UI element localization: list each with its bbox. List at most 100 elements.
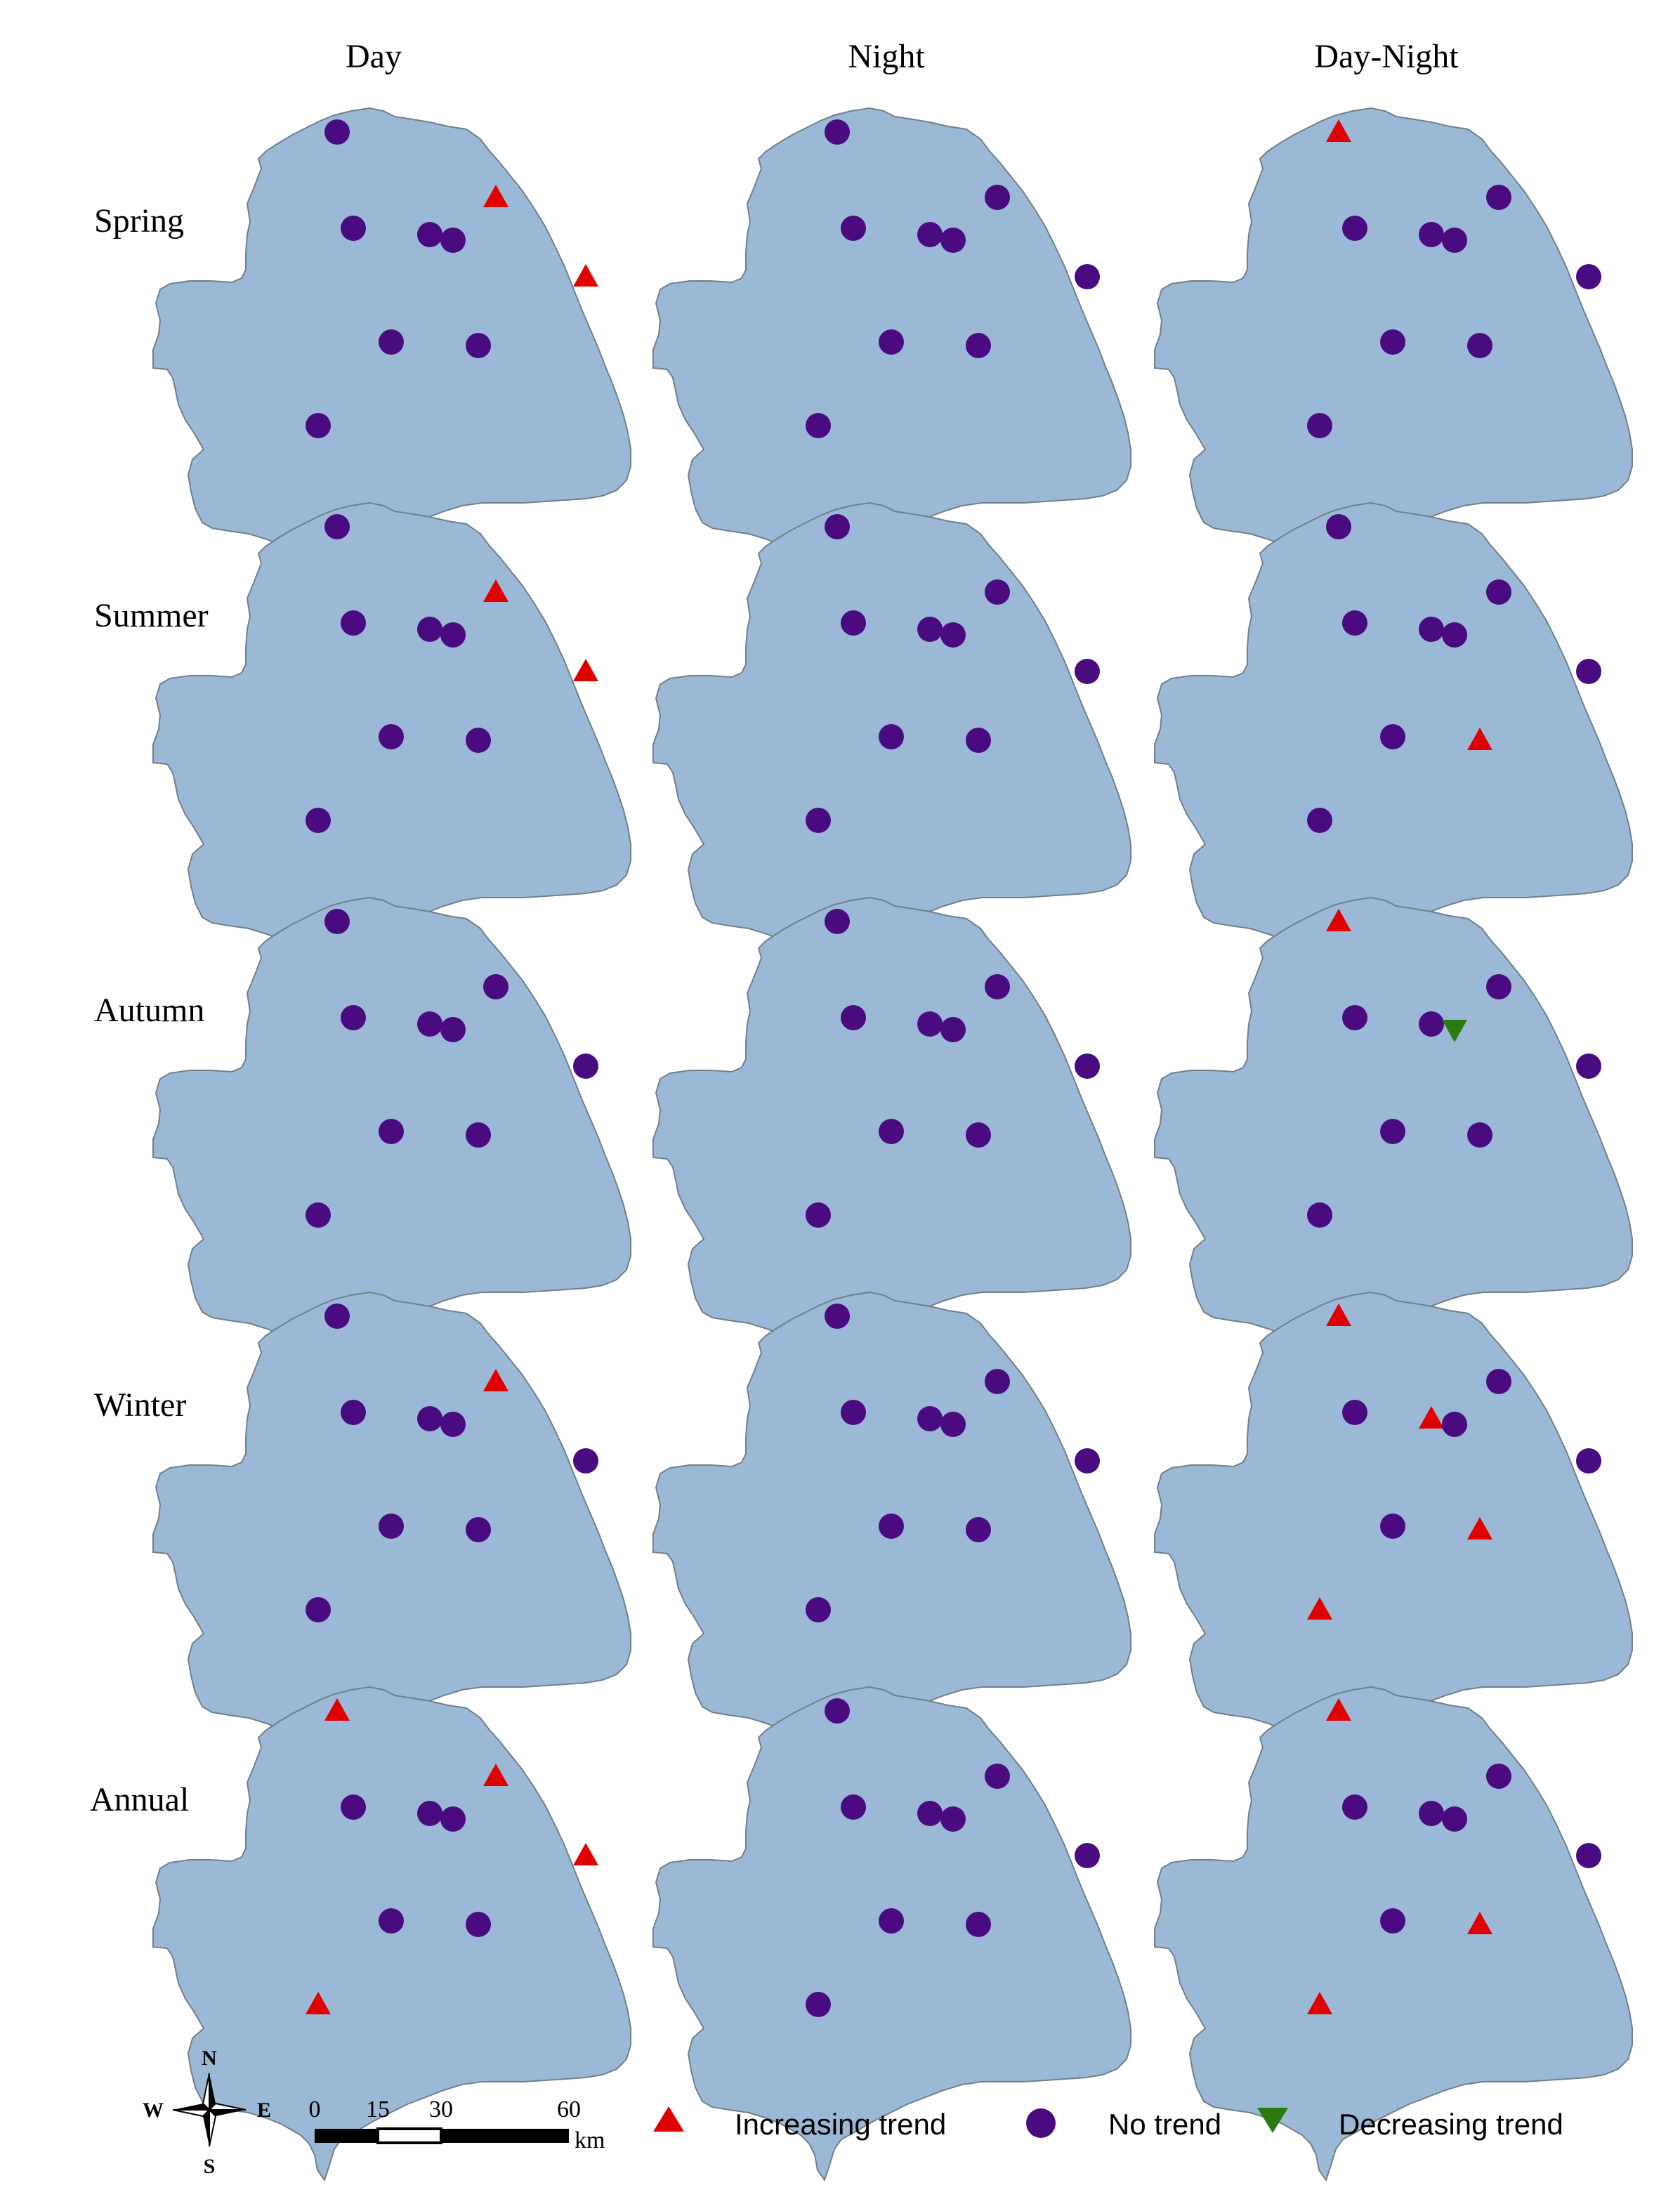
map-panel-winter-day <box>152 1291 631 1787</box>
no-trend-marker <box>985 1764 1010 1789</box>
legend: Increasing trend No trend Decreasing tre… <box>653 2106 1563 2141</box>
no-trend-marker <box>806 1202 831 1228</box>
increasing-trend-marker <box>483 185 508 207</box>
column-header-night: Night <box>848 38 925 75</box>
no-trend-marker <box>879 724 904 749</box>
no-trend-marker <box>1380 329 1405 355</box>
no-trend-marker <box>324 119 350 145</box>
no-trend-marker <box>879 1514 904 1539</box>
no-trend-marker <box>841 1400 866 1425</box>
increasing-trend-marker <box>573 264 598 287</box>
no-trend-marker <box>940 1017 966 1042</box>
no-trend-marker <box>1075 1448 1100 1474</box>
no-trend-marker <box>825 514 850 539</box>
compass-s-label: S <box>204 2155 216 2178</box>
scale-unit: km <box>575 2127 605 2153</box>
no-trend-marker <box>1380 1514 1405 1539</box>
no-trend-marker <box>466 1122 491 1148</box>
no-trend-marker <box>966 1912 991 1937</box>
region-shape <box>1154 1686 1633 2182</box>
legend-increasing-label: Increasing trend <box>735 2108 946 2141</box>
no-trend-marker <box>917 222 943 247</box>
no-trend-marker <box>417 617 442 642</box>
no-trend-marker <box>1442 1806 1467 1832</box>
no-trend-marker <box>985 974 1010 999</box>
compass-e-label: E <box>257 2099 271 2122</box>
map-panel-annual-day <box>152 1686 631 2182</box>
no-trend-marker <box>917 1801 943 1826</box>
scale-label-30: 30 <box>429 2096 453 2122</box>
no-trend-marker <box>341 1005 366 1030</box>
no-trend-marker <box>940 1806 966 1832</box>
no-trend-marker <box>379 1119 404 1144</box>
map-panel-autumn-day-night <box>1154 896 1633 1393</box>
no-trend-marker <box>1380 1908 1405 1934</box>
no-trend-marker <box>1075 264 1100 289</box>
no-trend-marker <box>379 329 404 355</box>
increasing-trend-marker <box>1467 728 1492 750</box>
no-trend-marker <box>440 622 466 648</box>
increasing-trend-marker <box>1326 1698 1351 1721</box>
no-trend-marker <box>1442 1412 1467 1437</box>
no-trend-marker <box>940 228 966 253</box>
no-trend-marker <box>966 1517 991 1542</box>
no-trend-marker <box>483 974 508 999</box>
no-trend-icon <box>1026 2108 1056 2138</box>
no-trend-marker <box>306 808 331 833</box>
no-trend-marker <box>825 909 850 934</box>
no-trend-marker <box>1467 1122 1492 1148</box>
no-trend-marker <box>1442 622 1467 648</box>
row-label-spring: Spring <box>94 202 184 239</box>
legend-decreasing-label: Decreasing trend <box>1339 2108 1563 2141</box>
increasing-trend-marker <box>1326 1304 1351 1326</box>
no-trend-marker <box>1075 659 1100 684</box>
no-trend-marker <box>1419 617 1444 642</box>
increasing-trend-marker <box>483 1764 508 1786</box>
no-trend-marker <box>440 1017 466 1042</box>
no-trend-marker <box>841 1005 866 1030</box>
map-panel-autumn-night <box>652 896 1131 1393</box>
no-trend-marker <box>417 1406 442 1431</box>
no-trend-marker <box>341 216 366 241</box>
no-trend-marker <box>1326 514 1351 539</box>
no-trend-marker <box>806 1597 831 1622</box>
no-trend-marker <box>1576 1448 1601 1474</box>
no-trend-marker <box>379 1908 404 1934</box>
no-trend-marker <box>466 1517 491 1542</box>
no-trend-marker <box>806 1992 831 2017</box>
no-trend-marker <box>417 1011 442 1037</box>
no-trend-marker <box>440 1806 466 1832</box>
increasing-trend-marker <box>1467 1912 1492 1934</box>
no-trend-marker <box>1307 808 1332 833</box>
north-arrow-icon: N S E W <box>143 2047 271 2178</box>
no-trend-marker <box>417 222 442 247</box>
decreasing-trend-marker <box>1442 1020 1467 1042</box>
no-trend-marker <box>985 185 1010 210</box>
no-trend-marker <box>879 1119 904 1144</box>
decreasing-trend-icon <box>1257 2108 1288 2133</box>
no-trend-marker <box>324 909 350 934</box>
no-trend-marker <box>1467 333 1492 358</box>
no-trend-marker <box>966 1122 991 1148</box>
compass-w-label: W <box>143 2099 164 2122</box>
no-trend-marker <box>1486 1764 1511 1789</box>
no-trend-marker <box>985 1369 1010 1394</box>
no-trend-marker <box>917 1011 943 1037</box>
no-trend-marker <box>879 1908 904 1934</box>
map-panel-spring-day-night <box>1154 107 1633 603</box>
no-trend-marker <box>466 728 491 753</box>
no-trend-marker <box>417 1801 442 1826</box>
no-trend-marker <box>841 610 866 636</box>
no-trend-marker <box>825 1698 850 1724</box>
no-trend-marker <box>879 329 904 355</box>
no-trend-marker <box>1342 1005 1367 1030</box>
no-trend-marker <box>806 808 831 833</box>
scale-label-0: 0 <box>309 2096 321 2122</box>
increasing-trend-icon <box>653 2106 684 2132</box>
increasing-trend-marker <box>1307 1992 1332 2014</box>
no-trend-marker <box>1342 216 1367 241</box>
no-trend-marker <box>1442 228 1467 253</box>
no-trend-marker <box>324 1304 350 1329</box>
no-trend-marker <box>1075 1054 1100 1079</box>
